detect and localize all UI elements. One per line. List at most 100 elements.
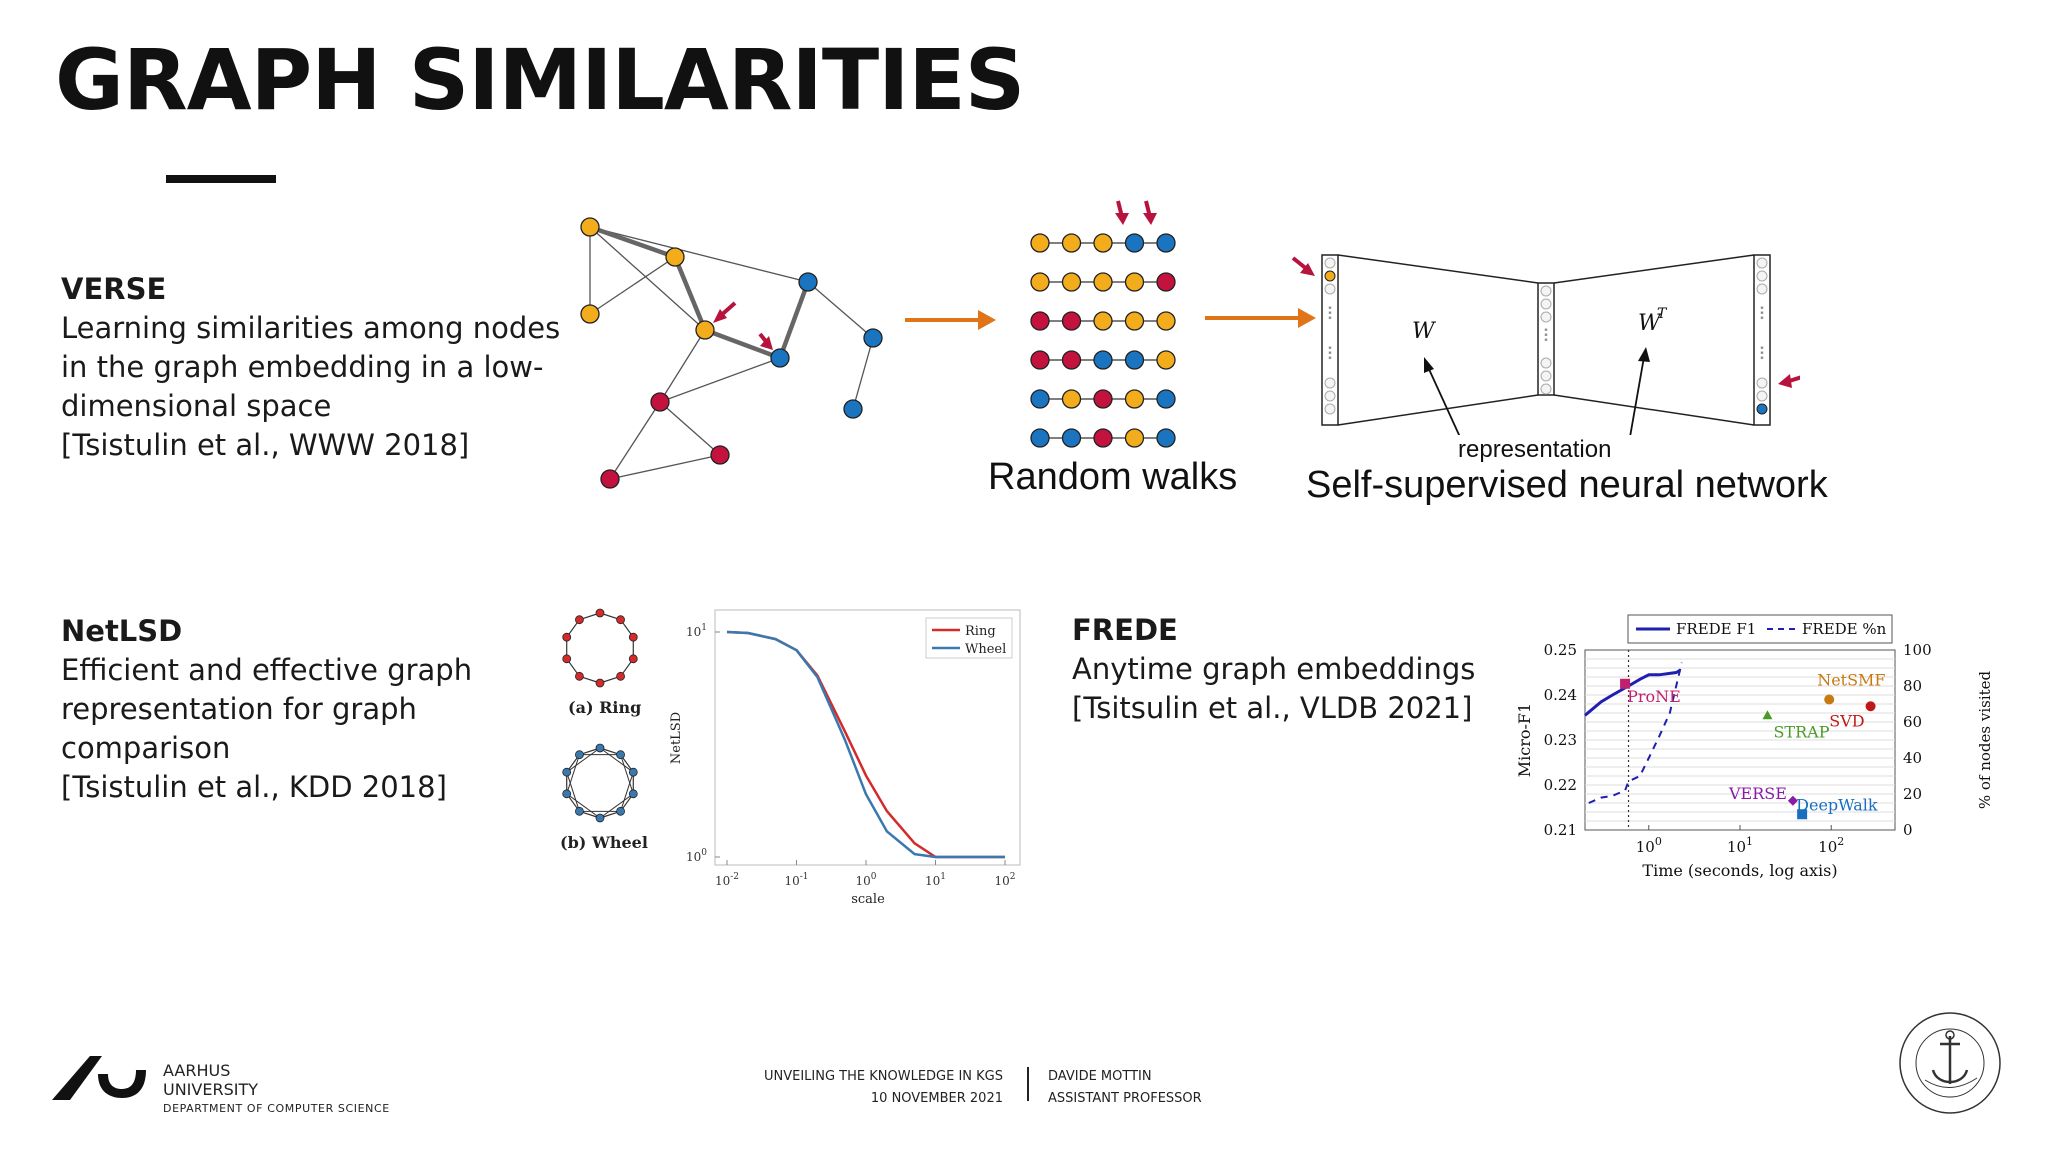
graph-edge (620, 772, 634, 812)
graph-node (575, 806, 584, 816)
wheel-caption: (b) Wheel (560, 833, 648, 852)
frede-point-deepwalk (1797, 809, 1808, 820)
frede-point-strap (1762, 710, 1773, 720)
frede-y2-tick-label: 60 (1903, 713, 1922, 731)
netlsd-x-tick-label: 100 (855, 872, 876, 888)
w-label: W (1412, 319, 1437, 344)
walk-node (1030, 233, 1050, 253)
graph-node (628, 767, 638, 777)
walk-node (1156, 272, 1176, 292)
netlsd-legend: Ring Wheel (925, 617, 1013, 659)
graph-node (575, 750, 584, 760)
walk-node (1093, 428, 1113, 448)
layer-cell (1756, 283, 1768, 295)
wheel-graph (562, 743, 638, 823)
graph-node (562, 632, 572, 642)
netlsd-description-line1: Efficient and effective graph (61, 653, 473, 687)
frede-y2-tick-label: 0 (1903, 821, 1913, 839)
graph-edge (566, 747, 601, 773)
verse-text-block: VERSE Learning similarities among nodes … (61, 270, 560, 465)
title-underline (166, 175, 276, 183)
netlsd-x-tick-label: 101 (925, 872, 946, 888)
layer-cell (1756, 377, 1768, 389)
walk-node (1093, 389, 1113, 409)
wt-superscript: T (1657, 306, 1668, 322)
graph-node (628, 789, 638, 799)
walk-node (1030, 272, 1050, 292)
frede-y-tick-label: 0.22 (1544, 776, 1577, 794)
layer-cell (1324, 257, 1336, 269)
university-seal-icon (1899, 1012, 2001, 1114)
verse-citation: [Tsistulin et al., WWW 2018] (61, 428, 470, 462)
frede-point-verse-label: VERSE (1728, 784, 1787, 803)
frede-chart: 0.21 0.22 0.23 0.24 0.25 0 20 40 60 80 100 100 101 10… (1515, 614, 1994, 880)
frede-text-block: FREDE Anytime graph embeddings [Tsitsuli… (1072, 611, 1475, 728)
verse-description-line1: Learning similarities among nodes (61, 311, 561, 345)
graph-nodes (580, 217, 883, 489)
legend-wheel-label: Wheel (965, 642, 1006, 657)
talk-date: 10 NOVEMBER 2021 (870, 1091, 1003, 1106)
layer-cell (1756, 257, 1768, 269)
netlsd-y-tick-label: 101 (686, 623, 707, 639)
layer-cell (1540, 357, 1552, 369)
netlsd-description-line2: representation for graph (61, 692, 417, 726)
layer-cell (1540, 370, 1552, 382)
walk-node (1124, 233, 1145, 253)
speaker-info: DAVIDE MOTTIN ASSISTANT PROFESSOR (1048, 1066, 1202, 1110)
walk-node (1030, 311, 1050, 331)
pointer-arrow-icons (713, 301, 773, 350)
netlsd-heading: NetLSD (61, 614, 183, 648)
walk-node (1030, 428, 1050, 448)
walk-pointer-icons (1115, 200, 1157, 225)
aarhus-logo-icon (52, 1056, 146, 1100)
walk-node (1124, 350, 1145, 370)
graph-node (616, 750, 625, 760)
frede-ylabel: Micro-F1 (1515, 703, 1534, 777)
graph-node (562, 654, 572, 664)
walk-node (1061, 350, 1082, 370)
graph-node (595, 678, 605, 688)
layer-cell (1540, 311, 1552, 323)
netlsd-x-tick-label: 102 (994, 872, 1015, 888)
frede-f1-line (1584, 669, 1681, 717)
netlsd-x-tick-label: 10-2 (715, 872, 739, 888)
walk-node (1061, 311, 1082, 331)
layer-cell (1540, 383, 1552, 395)
walk-node (1124, 389, 1145, 409)
verse-graph-diagram (580, 217, 883, 489)
walk-node (1061, 233, 1082, 253)
graph-node (575, 671, 584, 681)
frede-y2-tick-label: 100 (1903, 641, 1932, 659)
university-line2: UNIVERSITY (163, 1080, 258, 1099)
walk-node (1093, 272, 1113, 292)
walk-node (1156, 389, 1176, 409)
frede-point-svd (1865, 701, 1876, 712)
layer-cell (1756, 270, 1768, 282)
walk-node (1030, 389, 1050, 409)
walk-node (1061, 389, 1082, 409)
frede-y-tick-label: 0.25 (1544, 641, 1577, 659)
walk-node (1156, 233, 1176, 253)
netlsd-x-tick-label: 10-1 (784, 872, 808, 888)
legend-frede-n-label: FREDE %n (1802, 620, 1887, 638)
representation-label: representation (1458, 436, 1612, 463)
layer-cell (1324, 390, 1336, 402)
network-label: Self-supervised neural network (1306, 464, 1828, 506)
frede-y2-tick-label: 80 (1903, 677, 1922, 695)
graph-node (628, 654, 638, 664)
neural-network-diagram: ⋮ ⋮ ⋮ ⋮ ⋮ W W T (1291, 254, 1800, 435)
verse-description-line3: dimensional space (61, 389, 332, 423)
graph-node (616, 615, 625, 625)
walk-node (1156, 311, 1176, 331)
walk-node (1124, 428, 1145, 448)
frede-xlabel: Time (seconds, log axis) (1642, 861, 1837, 880)
department-name: DEPARTMENT OF COMPUTER SCIENCE (163, 1102, 390, 1115)
netlsd-series-wheel (726, 630, 1005, 859)
layer-cell (1324, 270, 1336, 282)
graph-node (595, 608, 605, 618)
graph-edges (589, 226, 874, 480)
legend-frede-f1-label: FREDE F1 (1676, 620, 1756, 638)
walk-node (1124, 272, 1145, 292)
graph-node (628, 632, 638, 642)
netlsd-y-tick-label: 100 (686, 848, 707, 864)
